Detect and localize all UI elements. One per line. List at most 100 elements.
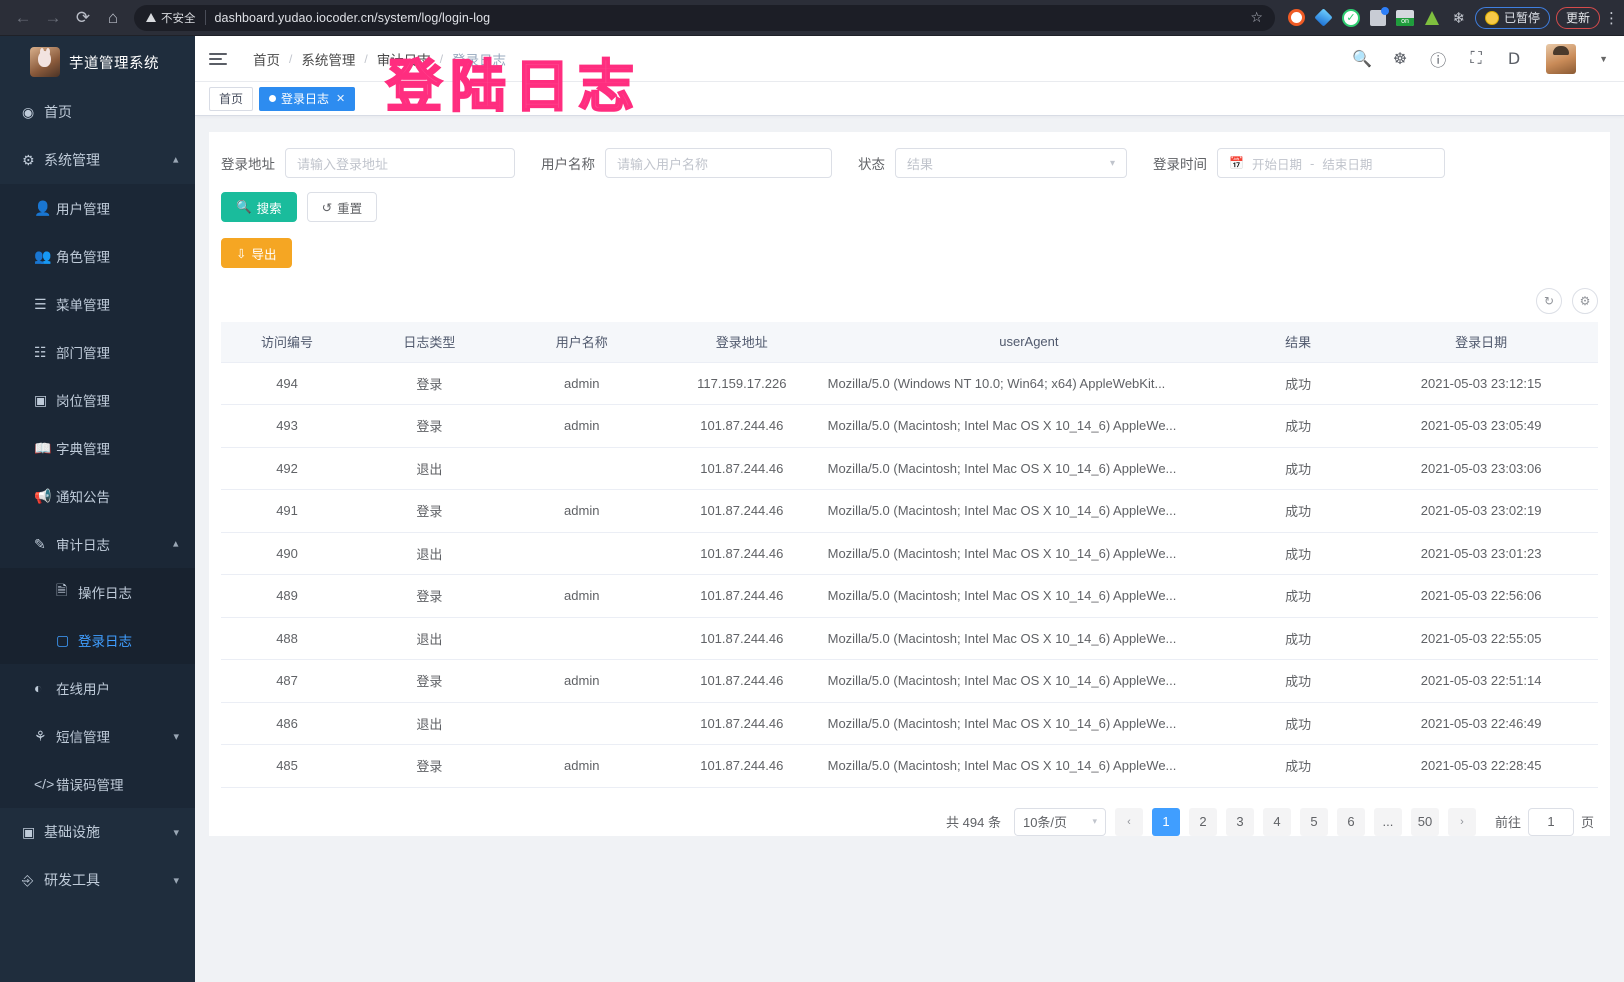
- sidebar-item-user-mgmt[interactable]: 👤 用户管理: [0, 184, 195, 232]
- breadcrumb-item-login-log: 登录日志: [452, 52, 507, 68]
- table-row[interactable]: 489 登录 admin 101.87.244.46 Mozilla/5.0 (Maci…: [221, 574, 1598, 618]
- table-row[interactable]: 485 登录 admin 101.87.244.46 Mozilla/5.0 (Maci…: [221, 744, 1598, 788]
- fullscreen-icon[interactable]: ⛶: [1470, 49, 1482, 67]
- user-name-input[interactable]: 请输入用户名称: [605, 148, 832, 178]
- help-icon[interactable]: ⓘ: [1430, 52, 1447, 70]
- blue-diamond-extension-icon[interactable]: [1312, 6, 1336, 30]
- close-icon[interactable]: ✕: [336, 93, 346, 105]
- sidebar-item-sms-mgmt[interactable]: ⚘ 短信管理 ▾: [0, 712, 195, 760]
- cell-login-date: 2021-05-03 23:03:06: [1364, 447, 1598, 490]
- breadcrumb-item-system[interactable]: 系统管理: [301, 52, 356, 68]
- update-button[interactable]: 更新: [1555, 6, 1600, 29]
- back-arrow-icon[interactable]: ←: [14, 7, 32, 27]
- pagination-ellipsis[interactable]: ...: [1373, 807, 1402, 836]
- sidebar-item-dept-mgmt[interactable]: ☷ 部门管理: [0, 328, 195, 376]
- table-row[interactable]: 488 退出 101.87.244.46 Mozilla/5.0 (Macintosh…: [221, 617, 1598, 660]
- tag-home[interactable]: 首页: [209, 86, 254, 111]
- sidebar-item-menu-mgmt[interactable]: ☰ 菜单管理: [0, 280, 195, 328]
- search-icon[interactable]: 🔍: [1352, 50, 1373, 68]
- cell-access-id: 488: [221, 617, 354, 660]
- sidebar-item-label: 岗位管理: [56, 394, 110, 409]
- pagination-page-5[interactable]: 5: [1299, 807, 1328, 836]
- role-icon: 👥: [34, 247, 52, 264]
- sidebar-item-operation-log[interactable]: 🗎 操作日志: [0, 568, 195, 616]
- table-row[interactable]: 490 退出 101.87.244.46 Mozilla/5.0 (Macintosh…: [221, 532, 1598, 575]
- pagination-page-4[interactable]: 4: [1262, 807, 1291, 836]
- green-leaf-extension-icon[interactable]: [1420, 6, 1444, 30]
- cell-login-date: 2021-05-03 22:28:45: [1364, 744, 1598, 788]
- col-access-id[interactable]: 访问编号: [221, 322, 354, 363]
- orange-ring-extension-icon[interactable]: [1285, 6, 1309, 30]
- pagination-page-50[interactable]: 50: [1410, 807, 1439, 836]
- sidebar-item-dict-mgmt[interactable]: 📖 字典管理: [0, 424, 195, 472]
- jump-page-input[interactable]: 1: [1527, 807, 1574, 836]
- table-row[interactable]: 487 登录 admin 101.87.244.46 Mozilla/5.0 (Maci…: [221, 659, 1598, 703]
- green-check-extension-icon[interactable]: ✓: [1339, 6, 1363, 30]
- hamburger-menu-icon[interactable]: [209, 48, 231, 70]
- sidebar-submenu-audit: 🗎 操作日志 ▢ 登录日志: [0, 568, 195, 664]
- page-size-select[interactable]: 10条/页 ▾: [1013, 807, 1106, 836]
- forward-arrow-icon[interactable]: →: [44, 7, 62, 27]
- sync-paused-button[interactable]: 已暂停: [1474, 6, 1550, 29]
- sidebar-item-audit-log[interactable]: ✎ 审计日志 ▾: [0, 520, 195, 568]
- breadcrumb-item-audit[interactable]: 审计日志: [376, 52, 431, 68]
- col-user-agent[interactable]: userAgent: [825, 322, 1233, 363]
- search-button[interactable]: 🔍 搜索: [221, 192, 297, 222]
- blue-badge-extension-icon[interactable]: [1366, 6, 1390, 30]
- sidebar-item-infrastructure[interactable]: ▣ 基础设施 ▾: [0, 808, 195, 856]
- column-settings-icon[interactable]: ⚙: [1572, 288, 1598, 314]
- sidebar-item-home[interactable]: ◉ 首页: [0, 88, 195, 136]
- pagination-page-1[interactable]: 1: [1151, 807, 1180, 836]
- sidebar-item-login-log[interactable]: ▢ 登录日志: [0, 616, 195, 664]
- end-date-input[interactable]: 结束日期: [1322, 157, 1373, 172]
- tag-login-log[interactable]: 登录日志 ✕: [259, 86, 356, 111]
- col-login-address[interactable]: 登录地址: [657, 322, 826, 363]
- cell-result: 成功: [1232, 489, 1365, 533]
- login-address-input[interactable]: 请输入登录地址: [285, 148, 515, 178]
- breadcrumb-item-home[interactable]: 首页: [253, 52, 280, 68]
- calendar-icon: 📅: [1229, 156, 1244, 170]
- col-login-date[interactable]: 登录日期: [1364, 322, 1598, 363]
- switch-on-extension-icon[interactable]: [1393, 6, 1417, 30]
- sidebar-item-system[interactable]: ⚙ 系统管理 ▾: [0, 136, 195, 184]
- sidebar-item-online-user[interactable]: ◐ 在线用户: [0, 664, 195, 712]
- table-row[interactable]: 491 登录 admin 101.87.244.46 Mozilla/5.0 (Maci…: [221, 489, 1598, 533]
- puzzle-extension-icon[interactable]: ❄: [1452, 9, 1466, 27]
- table-row[interactable]: 492 退出 101.87.244.46 Mozilla/5.0 (Macintosh…: [221, 447, 1598, 490]
- refresh-circle-icon[interactable]: ↻: [1536, 288, 1562, 314]
- avatar[interactable]: [1546, 43, 1577, 74]
- kebab-menu-icon[interactable]: ⋮: [1604, 9, 1619, 27]
- reset-button[interactable]: ↺ 重置: [306, 192, 378, 222]
- export-button[interactable]: ⇩ 导出: [221, 238, 292, 268]
- insecure-badge[interactable]: 不安全: [146, 10, 196, 26]
- col-user-name[interactable]: 用户名称: [505, 322, 658, 363]
- pagination-prev[interactable]: ‹: [1114, 807, 1143, 836]
- chevron-down-icon[interactable]: ▼: [1599, 53, 1608, 64]
- login-time-daterange[interactable]: 📅 开始日期 - 结束日期: [1217, 148, 1445, 178]
- search-button-label: 搜索: [256, 201, 282, 216]
- col-result[interactable]: 结果: [1232, 322, 1365, 363]
- bookmark-star-icon[interactable]: ☆: [1250, 9, 1263, 25]
- sidebar-item-post-mgmt[interactable]: ▣ 岗位管理: [0, 376, 195, 424]
- status-select[interactable]: 结果 ▾: [895, 148, 1127, 178]
- home-icon[interactable]: ⌂: [107, 7, 119, 27]
- pagination-next[interactable]: ›: [1447, 807, 1476, 836]
- table-row[interactable]: 493 登录 admin 101.87.244.46 Mozilla/5.0 (Maci…: [221, 404, 1598, 448]
- col-log-type[interactable]: 日志类型: [353, 322, 506, 363]
- brand[interactable]: 芋道管理系统: [0, 36, 195, 88]
- cell-login-date: 2021-05-03 23:12:15: [1364, 362, 1598, 405]
- pagination-page-2[interactable]: 2: [1188, 807, 1217, 836]
- address-bar[interactable]: 不安全 dashboard.yudao.iocoder.cn/system/lo…: [134, 4, 1275, 31]
- sidebar-item-error-code[interactable]: </> 错误码管理: [0, 760, 195, 808]
- sidebar-item-notice[interactable]: 📢 通知公告: [0, 472, 195, 520]
- sidebar-item-role-mgmt[interactable]: 👥 角色管理: [0, 232, 195, 280]
- start-date-input[interactable]: 开始日期: [1251, 157, 1302, 172]
- table-row[interactable]: 494 登录 admin 117.159.17.226 Mozilla/5.0 (Win…: [221, 362, 1598, 405]
- sidebar-item-dev-tools[interactable]: ⎆ 研发工具 ▾: [0, 856, 195, 904]
- reload-icon[interactable]: ⟳: [75, 7, 91, 27]
- pagination-page-3[interactable]: 3: [1225, 807, 1254, 836]
- table-row[interactable]: 486 退出 101.87.244.46 Mozilla/5.0 (Macintosh…: [221, 702, 1598, 745]
- font-size-icon[interactable]: 𝖣: [1507, 50, 1521, 68]
- pagination-page-6[interactable]: 6: [1336, 807, 1365, 836]
- github-icon[interactable]: ☸: [1392, 50, 1408, 68]
